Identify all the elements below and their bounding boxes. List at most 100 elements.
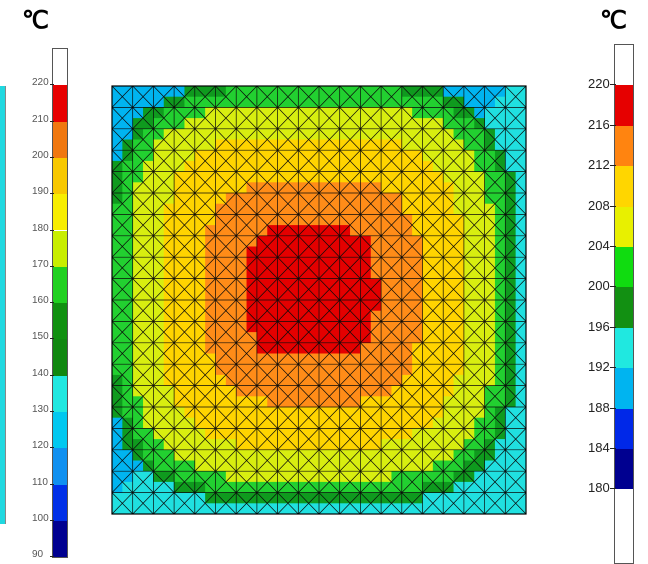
field-cell [484, 310, 496, 322]
scale-tick-mark [50, 374, 54, 376]
field-cell [515, 449, 527, 461]
field-cell [381, 332, 392, 344]
scale-swatch [615, 408, 633, 449]
field-cell [153, 225, 165, 237]
field-cell [484, 396, 496, 408]
field-cell [163, 385, 175, 397]
field-cell [339, 203, 351, 215]
field-cell [401, 139, 413, 151]
field-cell [256, 96, 268, 108]
field-cell [494, 449, 506, 461]
field-cell [163, 300, 175, 312]
field-cell [391, 364, 403, 376]
field-cell [350, 128, 361, 140]
field-cell [329, 107, 341, 119]
field-cell [381, 139, 392, 151]
field-cell [153, 481, 165, 494]
field-cell [308, 107, 320, 119]
field-cell [329, 150, 341, 162]
field-cell [184, 407, 196, 419]
field-cell [163, 128, 175, 140]
field-cell [515, 407, 527, 419]
field-cell [463, 289, 475, 301]
scale-swatch [53, 121, 67, 158]
field-cell [215, 96, 227, 108]
field-cell [163, 492, 175, 504]
field-cell [163, 235, 175, 247]
field-cell [370, 364, 382, 376]
field-cell [287, 471, 299, 483]
field-cell [246, 471, 258, 483]
field-cell [443, 182, 455, 194]
field-cell [122, 428, 134, 440]
field-cell [174, 332, 185, 344]
field-cell [298, 396, 310, 408]
field-cell [432, 257, 444, 269]
field-cell [350, 257, 361, 269]
field-cell [412, 385, 423, 397]
field-cell [298, 139, 310, 151]
field-cell [515, 257, 527, 269]
field-cell [412, 492, 423, 504]
field-cell [463, 203, 475, 215]
field-cell [329, 342, 341, 354]
field-cell [474, 321, 486, 333]
field-cell [112, 481, 123, 494]
field-cell [494, 128, 506, 140]
field-cell [422, 374, 434, 387]
scale-swatch [615, 206, 633, 247]
field-cell [184, 257, 196, 269]
field-cell [143, 385, 154, 397]
field-cell [267, 300, 279, 312]
field-cell [329, 214, 341, 226]
field-cell [143, 471, 154, 483]
field-cell [194, 503, 206, 515]
field-cell [329, 278, 341, 290]
field-cell [391, 428, 403, 440]
field-cell [153, 353, 165, 365]
field-cell [277, 310, 289, 322]
field-cell [287, 385, 299, 397]
field-cell [370, 492, 382, 504]
field-cell [205, 278, 216, 290]
field-cell [184, 342, 196, 354]
field-cell [236, 246, 248, 258]
field-cell [184, 449, 196, 461]
field-cell [391, 235, 403, 247]
field-cell [287, 300, 299, 312]
scale-tick-mark [50, 519, 54, 521]
field-cell [432, 449, 444, 461]
field-cell [463, 160, 475, 173]
field-cell [267, 257, 279, 269]
field-cell [453, 171, 465, 183]
field-cell [256, 225, 268, 237]
field-cell [246, 193, 258, 205]
scale-tick-mark [50, 229, 54, 231]
field-cell [350, 471, 361, 483]
field-cell [463, 267, 475, 280]
field-cell [339, 182, 351, 194]
field-cell [143, 86, 154, 98]
field-cell [484, 417, 496, 429]
field-cell [184, 321, 196, 333]
field-cell [350, 214, 361, 226]
field-cell [391, 492, 403, 504]
field-cell [287, 407, 299, 419]
field-cell [174, 182, 185, 194]
field-cell [319, 310, 330, 322]
field-cell [360, 118, 372, 130]
field-cell [494, 471, 506, 483]
field-cell [143, 107, 154, 119]
field-cell [319, 503, 330, 515]
field-cell [443, 203, 455, 215]
field-cell [225, 385, 237, 397]
field-cell [494, 86, 506, 98]
field-cell [298, 267, 310, 280]
field-cell [370, 214, 382, 226]
field-cell [494, 385, 506, 397]
field-cell [463, 503, 475, 515]
field-cell [370, 107, 382, 119]
field-cell [174, 160, 185, 173]
field-cell [515, 471, 527, 483]
field-cell [122, 193, 134, 205]
